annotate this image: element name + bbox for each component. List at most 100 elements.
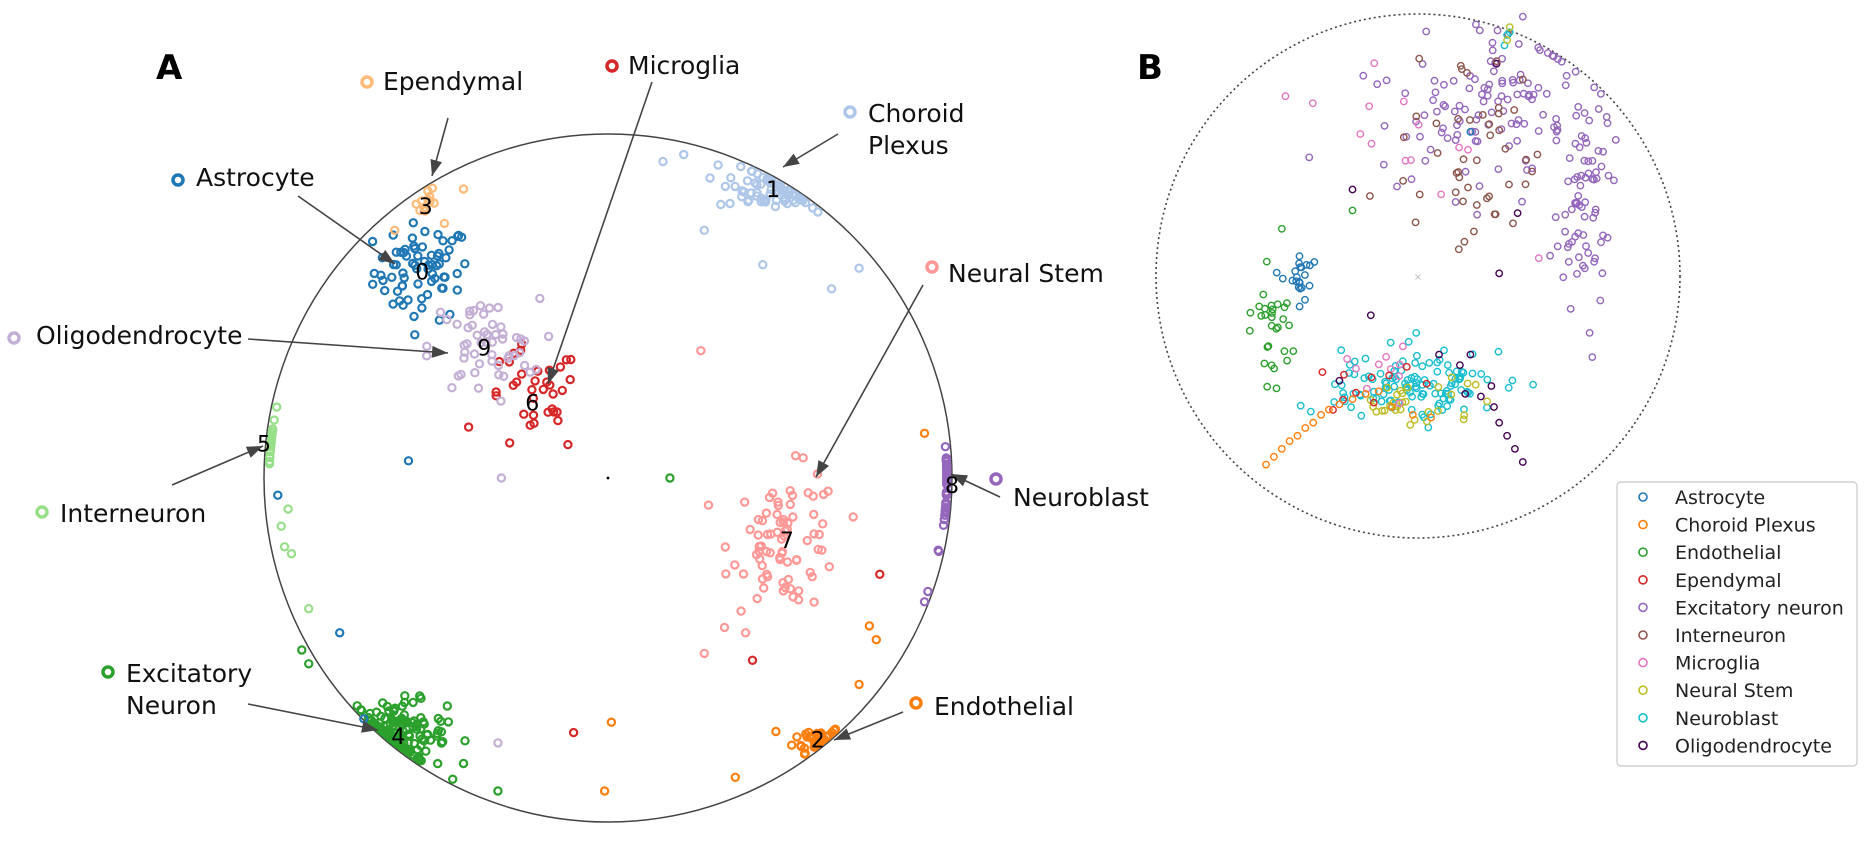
point-microglia (1399, 97, 1408, 106)
point-interneuron (268, 424, 278, 434)
arrow-excitatory-neuron (247, 703, 379, 731)
point-microglia (1343, 354, 1352, 363)
point-endothelial (1259, 290, 1268, 299)
point-excitatory-neuron (404, 731, 414, 741)
point-ependymal (419, 202, 429, 213)
point-interneuron (1510, 106, 1519, 114)
point-astrocyte (430, 273, 440, 284)
point-astrocyte (1305, 281, 1314, 290)
point-excitatory-neuron (1542, 89, 1551, 98)
point-choroid-plexus (1335, 400, 1344, 409)
point-interneuron (276, 521, 286, 531)
point-oligodendrocyte (493, 738, 503, 748)
point-astrocyte (408, 218, 418, 228)
point-neural-stem (1403, 383, 1412, 392)
arrowhead-neural-stem (816, 460, 829, 477)
panel-a-arrows (171, 81, 1001, 741)
point-neural-stem (762, 529, 773, 540)
point-excitatory-neuron (1572, 111, 1581, 120)
point-oligodendrocyte (496, 473, 507, 483)
label-marker-neural-stem (925, 260, 939, 274)
point-choroid-plexus (826, 284, 837, 294)
point-oligodendrocyte (519, 360, 530, 371)
point-excitatory-neuron (1575, 253, 1583, 262)
legend-marker-ependymal (1638, 574, 1648, 585)
point-oligodendrocyte (1477, 392, 1485, 401)
point-excitatory-neuron (1433, 107, 1441, 116)
point-oligodendrocyte (459, 340, 469, 350)
point-excitatory-neuron (1580, 264, 1589, 273)
point-excitatory-neuron (1563, 243, 1572, 252)
point-excitatory-neuron (1465, 84, 1474, 93)
point-microglia (491, 391, 501, 401)
point-choroid-plexus (1317, 410, 1326, 419)
point-excitatory-neuron (1584, 249, 1593, 257)
point-excitatory-neuron (1561, 210, 1570, 219)
point-excitatory-neuron (1416, 132, 1424, 141)
point-endothelial (787, 740, 797, 750)
point-neuroblast (1347, 403, 1356, 412)
point-neuroblast (942, 469, 952, 479)
point-interneuron (1472, 201, 1481, 209)
point-excitatory-neuron (1479, 97, 1488, 106)
point-neural-stem (740, 497, 750, 507)
point-interneuron (1451, 188, 1460, 197)
point-excitatory-neuron (1567, 205, 1576, 214)
point-excitatory-neuron (399, 697, 410, 708)
point-excitatory-neuron (443, 717, 454, 727)
point-oligodendrocyte (1490, 403, 1498, 411)
arrow-neural-stem (815, 284, 924, 478)
point-excitatory-neuron (1473, 210, 1482, 219)
point-astrocyte (1295, 252, 1304, 261)
point-astrocyte (409, 311, 419, 322)
point-oligodendrocyte (1511, 444, 1519, 453)
point-astrocyte (368, 279, 378, 289)
point-choroid-plexus (730, 181, 740, 192)
point-endothelial (771, 726, 781, 737)
point-neural-stem (699, 648, 710, 659)
cluster-number-6: 6 (525, 391, 539, 416)
point-excitatory-neuron (1379, 160, 1388, 169)
point-astrocyte (388, 230, 398, 240)
point-excitatory-neuron (421, 746, 431, 756)
point-neuroblast (1425, 358, 1434, 367)
point-neuroblast (1505, 28, 1514, 37)
point-excitatory-neuron (1611, 135, 1620, 144)
point-excitatory-neuron (1451, 198, 1460, 206)
point-choroid-plexus (1427, 413, 1436, 422)
point-interneuron (1459, 197, 1467, 206)
point-neural-stem (772, 509, 782, 520)
point-oligodendrocyte (459, 353, 469, 363)
point-astrocyte (1272, 268, 1281, 277)
point-astrocyte (437, 283, 447, 293)
point-excitatory-neuron (1577, 171, 1586, 180)
point-excitatory-neuron (1553, 242, 1562, 251)
point-oligodendrocyte (491, 329, 501, 340)
point-microglia (538, 384, 549, 395)
point-choroid-plexus (1301, 424, 1310, 432)
point-excitatory-neuron (1552, 115, 1561, 123)
point-excitatory-neuron (418, 717, 428, 727)
point-microglia (530, 376, 540, 386)
point-neural-stem (1471, 380, 1480, 389)
point-endothelial (792, 732, 802, 742)
point-excitatory-neuron (436, 716, 446, 727)
point-oligodendrocyte (535, 293, 545, 304)
point-excitatory-neuron (1564, 177, 1573, 186)
point-microglia (565, 374, 575, 385)
point-excitatory-neuron (1565, 154, 1574, 163)
point-neural-stem (753, 530, 763, 540)
point-neuroblast (1483, 375, 1492, 384)
point-astrocyte (403, 456, 414, 466)
point-oligodendrocyte (478, 309, 489, 319)
point-ependymal (390, 225, 400, 235)
point-choroid-plexus (716, 199, 726, 210)
legend-marker-oligodendrocyte (1638, 740, 1648, 751)
point-astrocyte (1295, 277, 1304, 286)
point-microglia (491, 387, 501, 397)
point-astrocyte (410, 330, 420, 340)
point-endothelial (1279, 315, 1288, 323)
point-microglia (563, 439, 573, 450)
point-oligodendrocyte (463, 323, 473, 333)
point-microglia (1395, 399, 1404, 408)
